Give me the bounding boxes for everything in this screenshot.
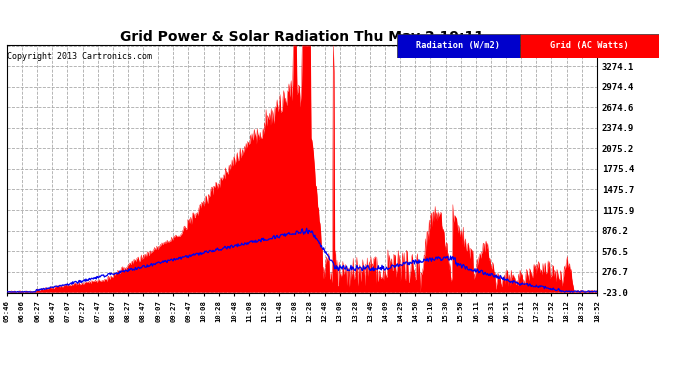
Bar bbox=[397, 34, 520, 58]
Text: Grid (AC Watts): Grid (AC Watts) bbox=[550, 42, 629, 51]
Text: Copyright 2013 Cartronics.com: Copyright 2013 Cartronics.com bbox=[8, 53, 152, 62]
Title: Grid Power & Solar Radiation Thu May 2 19:11: Grid Power & Solar Radiation Thu May 2 1… bbox=[120, 30, 484, 44]
Text: Radiation (W/m2): Radiation (W/m2) bbox=[416, 42, 500, 51]
Bar bbox=[520, 34, 659, 58]
